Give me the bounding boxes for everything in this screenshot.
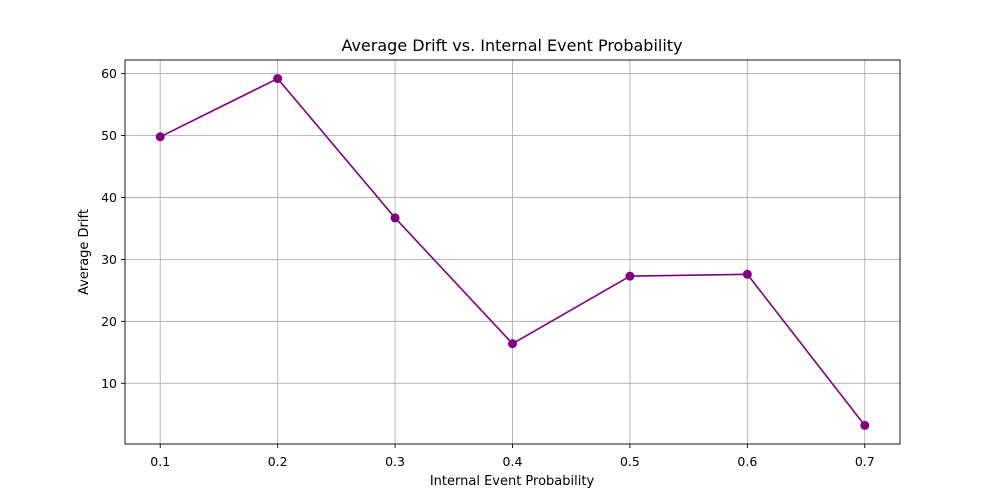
x-axis-label: Internal Event Probability — [430, 474, 595, 489]
data-point — [273, 74, 283, 84]
x-tick-label: 0.3 — [385, 454, 405, 469]
x-tick-label: 0.4 — [503, 454, 523, 469]
data-point — [508, 339, 517, 349]
plot-area-frame — [124, 59, 901, 445]
data-point — [742, 269, 752, 279]
x-tick-label: 0.6 — [737, 454, 757, 469]
data-series — [155, 74, 870, 430]
x-tick-label: 0.7 — [855, 454, 875, 469]
y-tick-label: 50 — [101, 128, 117, 143]
y-tick-label: 40 — [101, 190, 117, 205]
x-tick-label: 0.5 — [620, 454, 640, 469]
data-point — [155, 132, 165, 142]
y-tick-label: 30 — [101, 252, 117, 267]
data-point — [390, 213, 400, 223]
axis-ticks: 0.1 0.2 0.3 0.4 0.5 0.6 0.7 10 20 30 40 50 60 — [101, 66, 875, 469]
x-tick-label: 0.2 — [268, 454, 288, 469]
chart-title: Average Drift vs. Internal Event Probabi… — [341, 36, 682, 55]
x-tick-label: 0.1 — [150, 454, 170, 469]
y-tick-label: 60 — [101, 66, 117, 81]
y-tick-label: 20 — [101, 314, 117, 329]
data-point — [860, 420, 870, 430]
y-axis-label: Average Drift — [77, 209, 92, 295]
y-tick-label: 10 — [101, 376, 117, 391]
grid — [125, 60, 900, 444]
data-point — [625, 271, 635, 281]
